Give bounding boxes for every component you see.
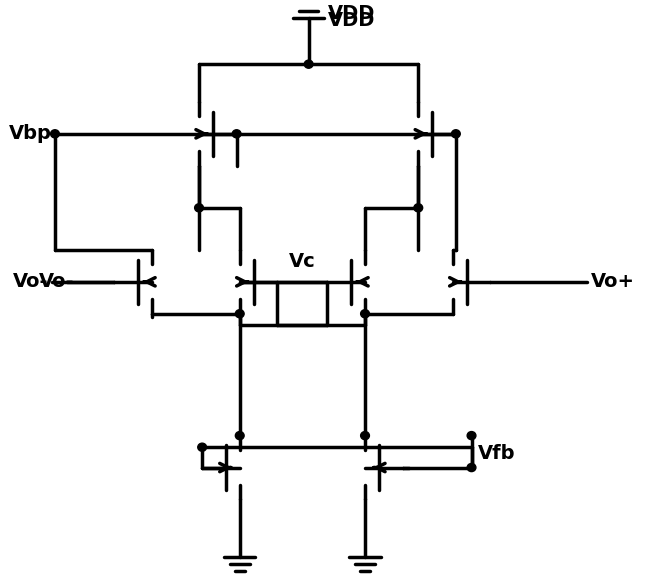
Circle shape [50, 130, 59, 138]
Text: VDD: VDD [328, 11, 375, 30]
Circle shape [198, 443, 207, 451]
Circle shape [467, 463, 476, 472]
Circle shape [235, 432, 244, 440]
Circle shape [452, 130, 460, 138]
Text: Vfb: Vfb [478, 443, 516, 463]
Text: Vo-: Vo- [39, 272, 75, 291]
Circle shape [194, 204, 203, 212]
Text: Vc: Vc [289, 252, 316, 271]
Text: VDD: VDD [328, 4, 375, 23]
Text: Vo+: Vo+ [590, 272, 634, 291]
Text: Vo-: Vo- [13, 272, 48, 291]
Text: Vbp: Vbp [9, 125, 52, 143]
Circle shape [360, 309, 370, 318]
Circle shape [235, 309, 244, 318]
Circle shape [467, 432, 476, 440]
Circle shape [304, 60, 313, 68]
Circle shape [232, 130, 241, 138]
Circle shape [414, 204, 422, 212]
Circle shape [360, 432, 370, 440]
